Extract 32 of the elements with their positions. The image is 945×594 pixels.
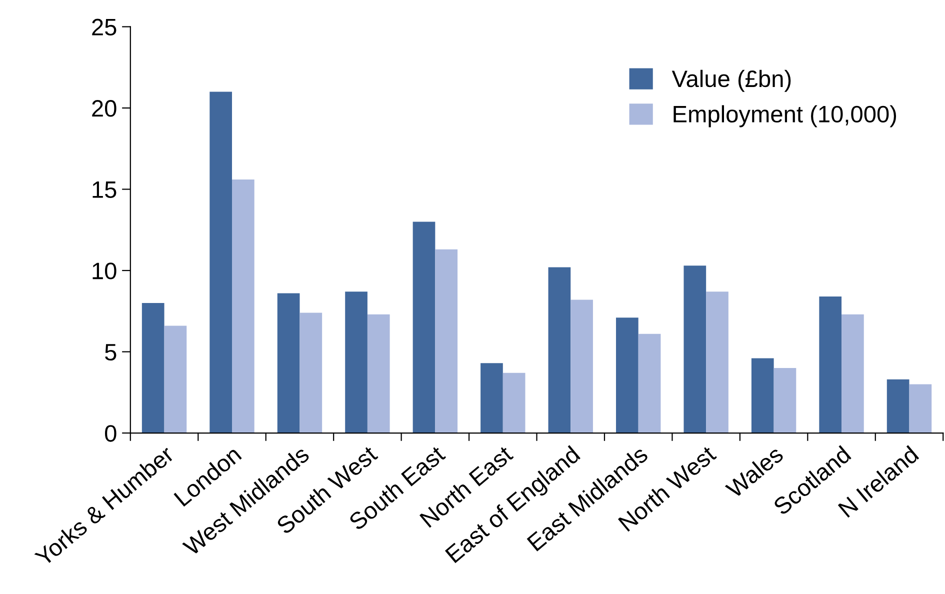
- bar: [774, 368, 796, 434]
- y-tick-label: 15: [92, 182, 116, 198]
- bar: [638, 334, 661, 434]
- bar: [345, 292, 368, 434]
- bar: [616, 318, 638, 434]
- bar: [300, 312, 322, 434]
- bar: [548, 267, 571, 434]
- bar: [819, 296, 842, 434]
- bar: [367, 314, 390, 434]
- y-tick-label: 25: [92, 18, 116, 36]
- bar: [684, 266, 706, 434]
- bar: [164, 326, 187, 434]
- legend-label: Value (£bn): [672, 70, 791, 92]
- bar: [277, 293, 300, 434]
- bar: [435, 249, 458, 434]
- bar: [570, 300, 593, 434]
- bar: [886, 379, 910, 434]
- bar: [142, 303, 164, 434]
- bar: [751, 358, 774, 434]
- y-tick-label: 5: [105, 344, 116, 361]
- bar: [232, 179, 254, 434]
- bar: [842, 314, 864, 434]
- legend-label: Employment (10,000): [674, 105, 896, 128]
- bar: [502, 372, 526, 434]
- y-tick-label: 10: [92, 262, 116, 280]
- bar: [706, 292, 728, 434]
- bar: [412, 222, 436, 434]
- bar: [210, 92, 232, 434]
- bar: [480, 363, 503, 434]
- y-tick-label: 0: [105, 425, 116, 442]
- bar: [909, 384, 932, 434]
- y-tick-label: 20: [92, 100, 116, 117]
